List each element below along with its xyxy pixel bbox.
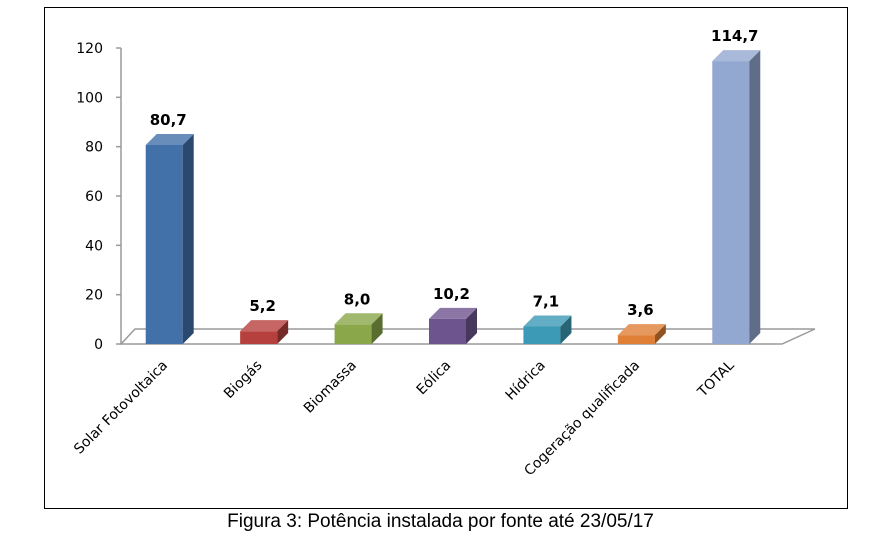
bar-side <box>560 315 572 344</box>
data-label: 3,6 <box>627 301 654 319</box>
y-tick-label: 120 <box>76 41 103 57</box>
bar-top <box>523 315 572 327</box>
bar-top <box>617 324 666 336</box>
data-label: 8,0 <box>344 290 371 308</box>
y-tick-label: 60 <box>85 189 103 205</box>
bar-chart: 0 20 40 60 80 100 120 80,7 Solar Fotovoltaica 5,2… <box>71 27 816 479</box>
data-label: 5,2 <box>249 297 276 315</box>
x-tick-label: TOTAL <box>694 357 738 401</box>
x-tick-label: Biogás <box>221 358 265 402</box>
bar-side <box>277 320 289 344</box>
bar-top <box>145 133 194 145</box>
y-tick-label: 20 <box>85 288 103 304</box>
bar-front <box>145 144 183 344</box>
figure-caption: Figura 3: Potência instalada por fonte a… <box>227 511 654 532</box>
y-tick-label: 0 <box>94 337 103 353</box>
bar-side <box>182 133 194 344</box>
data-label: 10,2 <box>433 285 470 303</box>
bar-side <box>654 324 666 344</box>
bar-top <box>334 313 383 325</box>
bar-top <box>712 50 761 62</box>
bar-front <box>617 335 655 344</box>
bar-front <box>523 326 561 344</box>
bar-front <box>334 324 372 344</box>
bar-side <box>371 313 383 344</box>
x-tick-label: Solar Fotovoltaica <box>71 358 171 458</box>
data-label: 114,7 <box>711 27 758 45</box>
bar-front <box>240 331 278 344</box>
bar-front <box>429 318 466 344</box>
y-tick-label: 40 <box>85 238 103 254</box>
x-tick-label: Eólica <box>414 358 455 399</box>
x-tick-label: Hídrica <box>503 358 549 404</box>
bar-front <box>712 61 750 344</box>
x-tick-label: Biomassa <box>301 358 360 417</box>
bar-top <box>429 307 477 319</box>
bar-side <box>466 307 477 344</box>
data-label: 7,1 <box>533 292 560 310</box>
chart-frame <box>44 7 848 509</box>
data-label: 80,7 <box>150 111 187 129</box>
bar-top <box>240 320 289 332</box>
y-tick-label: 100 <box>76 90 103 106</box>
bar-side <box>749 50 761 344</box>
y-tick-label: 80 <box>85 140 103 156</box>
